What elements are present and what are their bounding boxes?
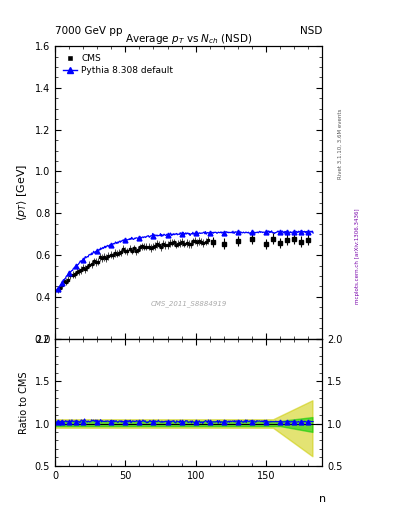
Legend: CMS, Pythia 8.308 default: CMS, Pythia 8.308 default [59,51,177,78]
Text: n: n [319,494,326,504]
Title: Average $p_T$ vs $N_{ch}$ (NSD): Average $p_T$ vs $N_{ch}$ (NSD) [125,32,252,46]
Text: 7000 GeV pp: 7000 GeV pp [55,26,123,36]
Text: mcplots.cern.ch [arXiv:1306.3436]: mcplots.cern.ch [arXiv:1306.3436] [355,208,360,304]
Y-axis label: $\langle p_T \rangle$ [GeV]: $\langle p_T \rangle$ [GeV] [15,164,29,221]
Text: CMS_2011_S8884919: CMS_2011_S8884919 [151,300,227,307]
Text: Rivet 3.1.10, 3.6M events: Rivet 3.1.10, 3.6M events [338,108,342,179]
Y-axis label: Ratio to CMS: Ratio to CMS [19,371,29,434]
Text: NSD: NSD [300,26,322,36]
